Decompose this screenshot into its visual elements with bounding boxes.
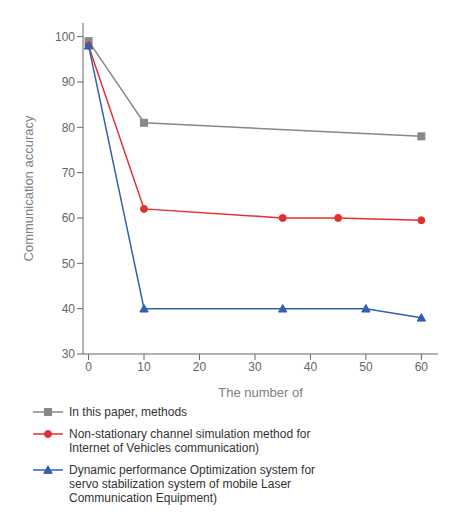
svg-text:50: 50: [62, 257, 76, 271]
svg-text:70: 70: [62, 166, 76, 180]
svg-text:30: 30: [62, 347, 76, 361]
svg-text:60: 60: [415, 360, 429, 374]
html-text:Communication Equipment): Communication Equipment): [69, 491, 218, 505]
svg-text:30: 30: [248, 360, 262, 374]
html-text:Internet of Vehicles communica: Internet of Vehicles communication): [69, 441, 260, 455]
svg-text:40: 40: [62, 302, 76, 316]
svg-text:80: 80: [62, 121, 76, 135]
svg-text:60: 60: [62, 211, 76, 225]
html-text:In this paper, methods: In this paper, methods: [69, 405, 188, 419]
svg-text:10: 10: [137, 360, 151, 374]
svg-text:20: 20: [193, 360, 207, 374]
svg-text:0: 0: [85, 360, 92, 374]
html-text:servo stabilization system of: servo stabilization system of mobile Las…: [69, 477, 292, 491]
html-text:Dynamic performance Optimizati: Dynamic performance Optimization system …: [69, 463, 316, 477]
svg-text:90: 90: [62, 75, 76, 89]
html-text:Non-stationary channel simulat: Non-stationary channel simulation method…: [69, 427, 311, 441]
svg-text:40: 40: [304, 360, 318, 374]
svg-text:Communication accuracy: Communication accuracy: [21, 115, 36, 261]
svg-text:The number of: The number of: [218, 385, 303, 400]
svg-text:50: 50: [359, 360, 373, 374]
svg-text:100: 100: [55, 30, 75, 44]
